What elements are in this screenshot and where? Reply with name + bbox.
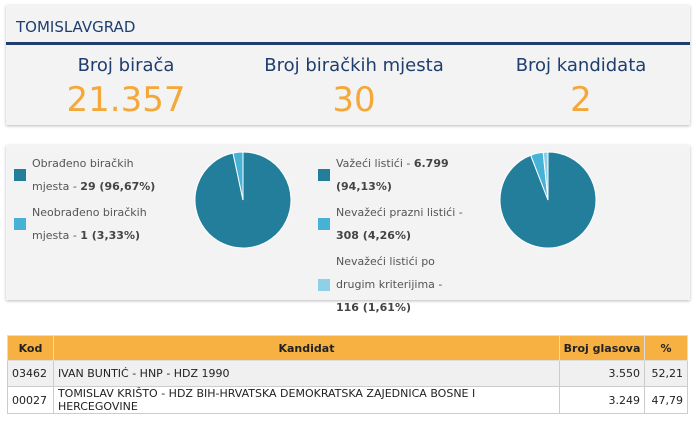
table-cell: 00027 <box>7 386 54 414</box>
table-cell: 03462 <box>7 360 54 387</box>
pie-slice <box>499 151 597 249</box>
stat-label: Broj kandidata <box>515 55 647 76</box>
legend-swatch <box>14 169 26 181</box>
value-label: 308 (4,26%) <box>336 229 412 242</box>
legend-item: Važeći listići - 6.799 (94,13%) <box>318 152 463 198</box>
title: TOMISLAVGRAD <box>16 18 136 36</box>
legend-swatch <box>14 218 26 230</box>
column-header: Kandidat <box>52 335 561 361</box>
stat-value: 2 <box>570 80 592 120</box>
legend-swatch <box>318 218 330 230</box>
summary-panel: TOMISLAVGRAD Broj birača 21.357 Broj birač… <box>6 5 690 125</box>
value-label: 6.799 (94,13%) <box>336 157 449 193</box>
legend-item: Nevažeći listići po drugim kriterijima -… <box>318 250 463 319</box>
stat-label: Broj birača <box>77 55 175 76</box>
table-cell: 52,21 <box>644 360 688 387</box>
table-row: 03462 IVAN BUNTIĆ - HNP - HDZ 1990 3.550 52… <box>7 360 688 387</box>
legend-label: Nevažeći prazni listići - <box>336 206 463 219</box>
pie-slice <box>542 151 549 201</box>
legend-label: Neobrađeno biračkih mjesta - <box>32 206 147 242</box>
value-label: 29 (96,67%) <box>80 180 156 193</box>
stat-value: 30 <box>332 80 376 120</box>
legend-label: Važeći listići - <box>336 157 411 170</box>
table-cell: IVAN BUNTIĆ - HNP - HDZ 1990 <box>52 360 561 387</box>
table-cell: TOMISLAV KRIŠTO - HDZ BIH-HRVATSKA DEMOK… <box>52 386 561 414</box>
stat: Broj biračkih mjesta 30 <box>239 55 469 120</box>
results-table: Kod Kandidat Broj glasova% 03462 IVAN BUNTIĆ… <box>7 335 688 414</box>
table-cell: 3.550 <box>559 360 646 387</box>
legend: Važeći listići - 6.799 (94,13%) Nevažeći … <box>318 152 463 322</box>
legend-swatch <box>318 278 330 291</box>
pie-slice <box>232 151 244 201</box>
column-header: Kod <box>7 335 54 361</box>
pie-chart <box>499 151 597 249</box>
pie-chart <box>194 151 292 249</box>
value-label: 116 (1,61%) <box>336 301 412 314</box>
stat: Broj kandidata 2 <box>466 55 696 120</box>
legend-item: Nevažeći prazni listići - 308 (4,26%) <box>318 201 463 247</box>
table-cell: 3.249 <box>559 386 646 414</box>
legend-label: Nevažeći listići po drugim kriterijima - <box>336 255 443 291</box>
stat-label: Broj biračkih mjesta <box>264 55 444 76</box>
table-row: 00027 TOMISLAV KRIŠTO - HDZ BIH-HRVATSKA … <box>7 386 688 414</box>
divider <box>6 42 690 45</box>
legend-item: Obrađeno biračkih mjesta - 29 (96,67%) <box>14 152 169 198</box>
column-header: Broj glasova <box>559 335 646 361</box>
legend-item: Neobrađeno biračkih mjesta - 1 (3,33%) <box>14 201 169 247</box>
legend: Obrađeno biračkih mjesta - 29 (96,67%) Ne… <box>14 152 169 250</box>
legend-label: Obrađeno biračkih mjesta - <box>32 157 134 193</box>
stat-value: 21.357 <box>66 80 186 120</box>
stat: Broj birača 21.357 <box>11 55 241 120</box>
header-row: Kod Kandidat Broj glasova% <box>7 335 688 361</box>
column-header: % <box>644 335 688 361</box>
legend-swatch <box>318 169 330 181</box>
table-cell: 47,79 <box>644 386 688 414</box>
value-label: 1 (3,33%) <box>80 229 140 242</box>
